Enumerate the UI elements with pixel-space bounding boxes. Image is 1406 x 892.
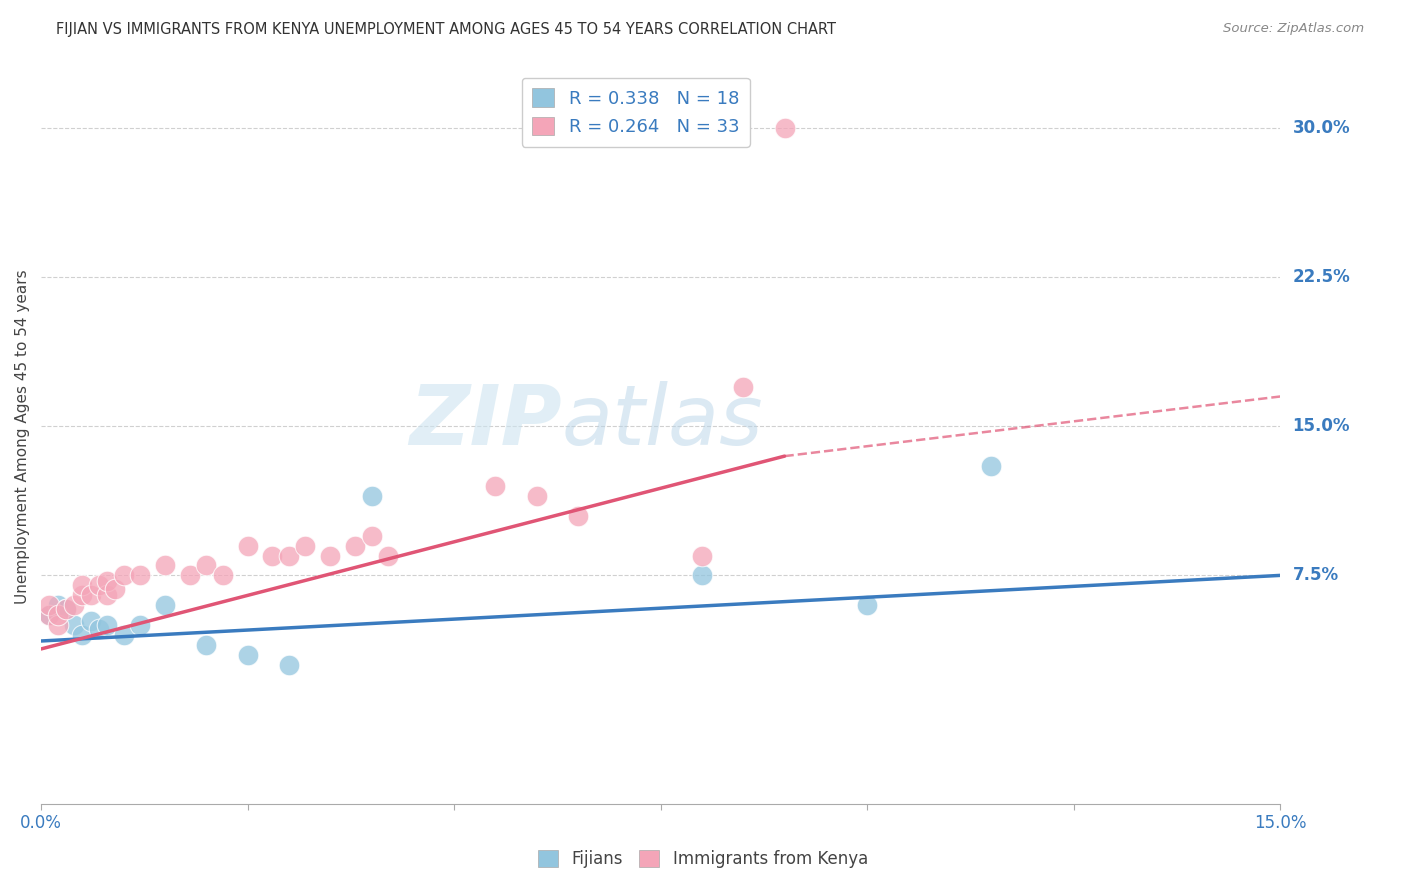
Point (195, 638, 218, 652)
Point (63, 618, 86, 632)
Point (46, 598, 69, 612)
Text: atlas: atlas (561, 381, 763, 462)
Point (129, 568, 152, 582)
Point (690, 568, 713, 582)
Point (277, 657, 299, 672)
Point (38, 608, 60, 623)
Point (733, 379, 755, 393)
Point (72, 578, 94, 592)
Point (72, 588, 94, 602)
Point (112, 628, 135, 642)
Point (46, 608, 69, 623)
Point (55, 602, 77, 616)
Point (277, 549, 299, 563)
Text: 30.0%: 30.0% (1292, 120, 1350, 137)
Point (112, 568, 135, 582)
Point (79, 614, 101, 628)
Legend: R = 0.338   N = 18, R = 0.264   N = 33: R = 0.338 N = 18, R = 0.264 N = 33 (522, 78, 749, 147)
Point (38, 598, 60, 612)
Point (96, 618, 118, 632)
Point (690, 549, 713, 563)
Text: 7.5%: 7.5% (1292, 566, 1339, 584)
Point (72, 628, 94, 642)
Text: FIJIAN VS IMMIGRANTS FROM KENYA UNEMPLOYMENT AMONG AGES 45 TO 54 YEARS CORRELATI: FIJIAN VS IMMIGRANTS FROM KENYA UNEMPLOY… (56, 22, 837, 37)
Text: Source: ZipAtlas.com: Source: ZipAtlas.com (1223, 22, 1364, 36)
Point (195, 558, 218, 573)
Point (856, 598, 879, 612)
Legend: Fijians, Immigrants from Kenya: Fijians, Immigrants from Kenya (531, 843, 875, 875)
Point (343, 539, 366, 553)
Point (980, 458, 1002, 473)
Point (79, 588, 101, 602)
Text: 22.5%: 22.5% (1292, 268, 1350, 286)
Point (96, 588, 118, 602)
Point (96, 574, 118, 589)
Point (773, 121, 796, 136)
Point (129, 618, 152, 632)
Point (63, 598, 86, 612)
Point (46, 618, 69, 632)
Point (294, 539, 316, 553)
Point (104, 582, 127, 597)
Point (236, 648, 259, 662)
Point (360, 489, 382, 503)
Point (38, 608, 60, 623)
Point (360, 528, 382, 542)
Point (153, 598, 176, 612)
Point (377, 549, 399, 563)
Point (211, 568, 233, 582)
Text: 15.0%: 15.0% (1292, 417, 1350, 435)
Point (236, 539, 259, 553)
Point (526, 489, 548, 503)
Point (484, 479, 506, 493)
Point (87, 578, 110, 592)
Y-axis label: Unemployment Among Ages 45 to 54 years: Unemployment Among Ages 45 to 54 years (15, 269, 30, 604)
Text: ZIP: ZIP (409, 381, 561, 462)
Point (55, 602, 77, 616)
Point (319, 549, 342, 563)
Point (567, 508, 589, 523)
Point (179, 568, 201, 582)
Point (153, 558, 176, 573)
Point (262, 549, 284, 563)
Point (87, 622, 110, 636)
